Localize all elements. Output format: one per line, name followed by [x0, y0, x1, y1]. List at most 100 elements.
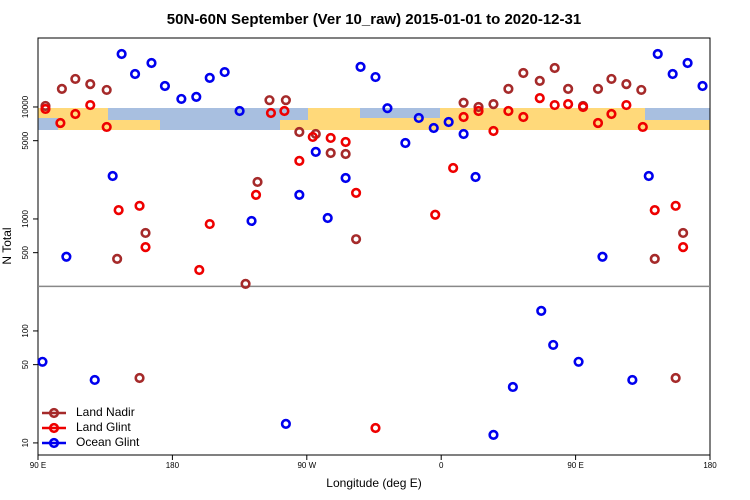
legend-marker — [48, 437, 60, 449]
point — [503, 83, 514, 95]
point — [670, 372, 681, 384]
point — [37, 356, 48, 367]
point — [534, 93, 545, 104]
x-tick-label: 0 — [439, 461, 444, 470]
point — [503, 105, 514, 117]
point — [549, 62, 560, 74]
y-tick-label: 5000 — [21, 131, 30, 149]
point — [246, 215, 257, 227]
point — [470, 171, 481, 183]
point — [307, 131, 318, 143]
point — [146, 57, 157, 69]
legend-label: Ocean Glint — [76, 435, 140, 449]
plot-frame — [37, 37, 711, 456]
point — [488, 125, 499, 137]
point — [89, 374, 100, 386]
point — [473, 105, 484, 117]
y-tick-label: 50 — [21, 360, 30, 369]
point — [140, 227, 151, 239]
legend-label: Land Nadir — [76, 405, 135, 419]
point — [55, 117, 66, 129]
point — [649, 204, 660, 216]
point — [70, 108, 81, 120]
legend-marker — [48, 407, 60, 419]
point — [116, 48, 127, 60]
point — [250, 189, 262, 200]
point — [400, 137, 411, 149]
ocean — [38, 118, 58, 130]
ocean — [360, 108, 440, 118]
point — [191, 91, 202, 103]
point — [265, 107, 277, 119]
point — [340, 136, 351, 148]
point — [294, 189, 305, 200]
point — [61, 251, 72, 262]
point — [534, 75, 545, 86]
point — [240, 278, 251, 290]
point — [637, 121, 648, 133]
point — [473, 101, 484, 113]
point — [597, 251, 608, 262]
point — [322, 212, 333, 224]
point — [85, 99, 96, 111]
point — [563, 83, 574, 95]
point — [592, 117, 604, 129]
point — [507, 381, 518, 393]
point — [194, 264, 205, 276]
legend-label: Land Glint — [76, 420, 131, 434]
point — [577, 101, 589, 113]
point — [350, 234, 362, 245]
point — [204, 72, 215, 83]
point — [548, 339, 559, 351]
point — [621, 79, 632, 90]
point — [134, 200, 145, 211]
point — [627, 374, 638, 386]
point — [340, 172, 351, 184]
point — [325, 132, 336, 144]
point — [234, 105, 245, 117]
y-tick-label: 100 — [21, 324, 30, 338]
point — [621, 99, 632, 111]
point — [112, 253, 123, 264]
point — [667, 68, 678, 80]
point — [488, 99, 499, 110]
point — [643, 170, 654, 182]
point — [458, 97, 469, 108]
legend-marker — [48, 422, 60, 434]
point — [430, 209, 441, 220]
point — [176, 93, 187, 105]
point — [159, 80, 171, 92]
point — [697, 80, 708, 92]
point — [101, 121, 112, 133]
point — [294, 126, 305, 138]
point — [428, 122, 439, 134]
point — [370, 422, 381, 434]
y-axis-label: N Total — [0, 227, 14, 264]
ocean — [160, 120, 280, 130]
point — [56, 83, 67, 95]
y-tick-label: 500 — [21, 245, 30, 259]
point — [458, 111, 469, 123]
y-tick-label: 1000 — [21, 210, 30, 228]
point — [549, 99, 560, 111]
point — [682, 57, 693, 69]
point — [355, 61, 366, 72]
point — [113, 204, 124, 216]
point — [518, 67, 529, 79]
point — [606, 73, 617, 85]
point — [219, 66, 230, 78]
point — [678, 242, 689, 253]
point — [280, 95, 291, 106]
point — [350, 187, 362, 198]
ocean — [108, 108, 308, 120]
point — [573, 356, 584, 367]
x-axis-label: Longitude (deg E) — [326, 476, 421, 490]
point — [382, 103, 393, 114]
point — [488, 429, 499, 440]
point — [310, 146, 321, 158]
x-tick-label: 90 E — [567, 461, 583, 470]
point — [563, 99, 574, 110]
x-tick-label: 180 — [166, 461, 180, 470]
